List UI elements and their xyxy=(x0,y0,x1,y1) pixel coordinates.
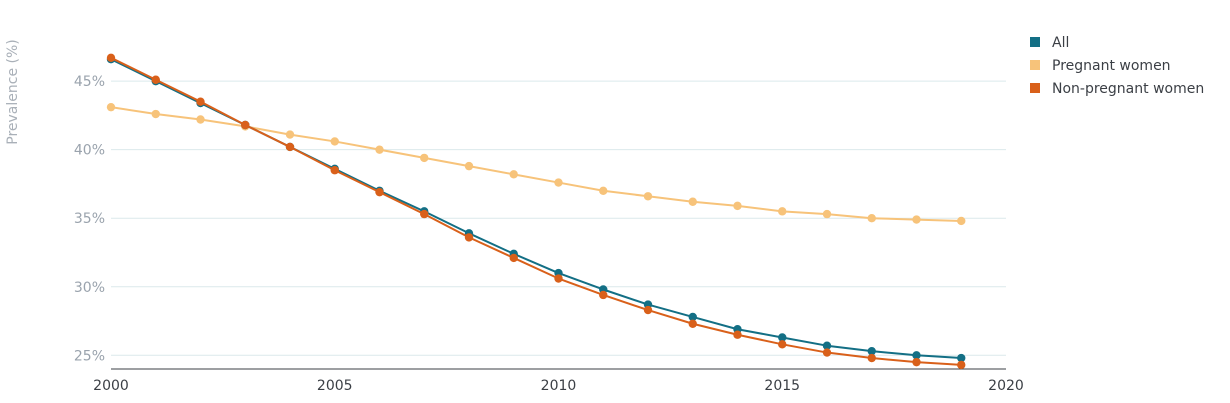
x-tick-label: 2015 xyxy=(764,378,800,394)
x-tick-label: 2005 xyxy=(317,378,353,394)
data-point-pregnant-women[interactable] xyxy=(867,214,876,223)
data-point-pregnant-women[interactable] xyxy=(688,197,697,206)
data-point-pregnant-women[interactable] xyxy=(778,207,787,216)
data-point-non-pregnant-women[interactable] xyxy=(196,97,205,106)
data-point-non-pregnant-women[interactable] xyxy=(464,233,474,242)
legend: All Pregnant women Non-pregnant women xyxy=(1030,35,1204,97)
series-layer xyxy=(106,53,966,370)
data-point-non-pregnant-women[interactable] xyxy=(330,166,339,175)
data-point-pregnant-women[interactable] xyxy=(509,170,518,179)
data-point-all[interactable] xyxy=(778,333,787,342)
data-point-pregnant-women[interactable] xyxy=(643,192,653,201)
data-point-non-pregnant-women[interactable] xyxy=(420,209,429,219)
data-point-non-pregnant-women[interactable] xyxy=(643,305,653,315)
data-point-pregnant-women[interactable] xyxy=(330,137,339,146)
axis-layer: 25% 30% 35% 40% 45% 2000 2005 2010 2015 2020 xyxy=(74,74,1024,394)
data-point-non-pregnant-women[interactable] xyxy=(912,357,921,367)
series-non-pregnant-women xyxy=(106,53,966,370)
legend-item-pregnant-women[interactable]: Pregnant women xyxy=(1030,58,1171,74)
y-tick-label: 35% xyxy=(74,211,105,227)
series-line-all xyxy=(110,58,962,360)
x-tick-label: 2020 xyxy=(988,378,1024,394)
x-tick-label: 2010 xyxy=(541,378,577,394)
data-point-pregnant-women[interactable] xyxy=(106,102,116,112)
legend-item-all[interactable]: All xyxy=(1030,35,1069,51)
legend-item-non-pregnant-women[interactable]: Non-pregnant women xyxy=(1030,81,1204,97)
data-point-all[interactable] xyxy=(867,346,876,356)
data-point-non-pregnant-women[interactable] xyxy=(285,142,295,152)
data-point-pregnant-women[interactable] xyxy=(196,115,205,124)
data-point-pregnant-women[interactable] xyxy=(375,145,384,154)
data-point-pregnant-women[interactable] xyxy=(957,216,966,226)
y-tick-label: 25% xyxy=(74,348,105,364)
legend-swatch xyxy=(1030,37,1040,47)
data-point-all[interactable] xyxy=(912,351,921,360)
data-point-pregnant-women[interactable] xyxy=(912,215,921,224)
data-point-pregnant-women[interactable] xyxy=(733,201,742,211)
data-point-non-pregnant-women[interactable] xyxy=(688,319,697,328)
y-tick-label: 40% xyxy=(74,143,105,159)
data-point-pregnant-women[interactable] xyxy=(599,186,608,195)
data-point-all[interactable] xyxy=(822,341,832,350)
legend-swatch xyxy=(1030,83,1040,93)
data-point-non-pregnant-women[interactable] xyxy=(106,53,116,63)
legend-swatch xyxy=(1030,60,1040,70)
data-point-non-pregnant-women[interactable] xyxy=(778,340,787,349)
y-tick-label: 45% xyxy=(74,74,105,90)
series-line-non-pregnant-women xyxy=(110,56,962,366)
data-point-non-pregnant-women[interactable] xyxy=(509,253,518,263)
data-point-pregnant-women[interactable] xyxy=(285,130,295,139)
data-point-non-pregnant-women[interactable] xyxy=(554,274,563,283)
data-point-pregnant-women[interactable] xyxy=(554,178,563,187)
data-point-non-pregnant-women[interactable] xyxy=(375,187,384,197)
data-point-non-pregnant-women[interactable] xyxy=(733,330,742,339)
legend-label: Pregnant women xyxy=(1052,58,1171,74)
data-point-non-pregnant-women[interactable] xyxy=(241,120,250,130)
data-point-all[interactable] xyxy=(957,353,966,363)
data-point-non-pregnant-women[interactable] xyxy=(151,75,160,84)
data-point-non-pregnant-women[interactable] xyxy=(957,360,966,370)
data-point-non-pregnant-women[interactable] xyxy=(822,348,832,357)
data-point-pregnant-women[interactable] xyxy=(464,161,474,171)
data-point-non-pregnant-women[interactable] xyxy=(867,353,876,363)
data-point-pregnant-women[interactable] xyxy=(151,109,160,119)
legend-label: All xyxy=(1052,35,1069,51)
data-point-pregnant-women[interactable] xyxy=(420,153,429,163)
x-tick-label: 2000 xyxy=(93,378,129,394)
series-line-pregnant-women xyxy=(110,106,962,222)
y-tick-label: 30% xyxy=(74,280,105,296)
data-point-pregnant-women[interactable] xyxy=(822,209,832,219)
data-point-non-pregnant-women[interactable] xyxy=(599,290,608,300)
data-point-all[interactable] xyxy=(688,312,697,322)
legend-label: Non-pregnant women xyxy=(1052,81,1204,97)
y-axis-label: Prevalence (%) xyxy=(5,39,21,145)
series-all xyxy=(106,54,966,363)
